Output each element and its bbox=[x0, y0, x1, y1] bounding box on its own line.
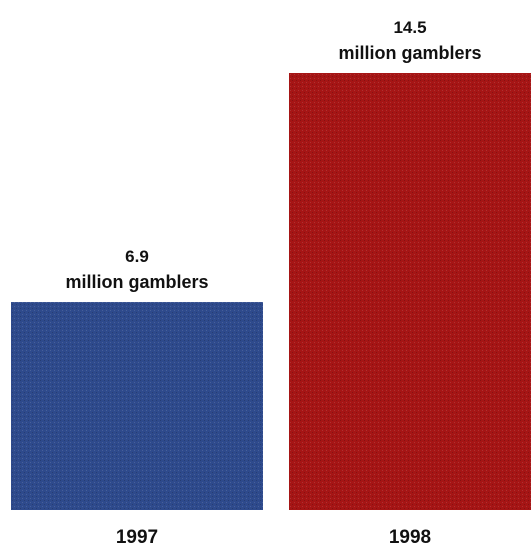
data-label-unit-1998: million gamblers bbox=[338, 43, 481, 63]
bar-texture-1998 bbox=[289, 73, 531, 510]
category-label-1998: 1998 bbox=[389, 527, 431, 548]
bar-texture-1997 bbox=[11, 302, 263, 510]
bar-1997 bbox=[11, 302, 263, 510]
labels-layer: 6.9 million gamblers 1997 14.5 million gambl… bbox=[65, 18, 481, 548]
data-label-value-1997: 6.9 bbox=[125, 247, 149, 266]
bars-layer bbox=[11, 73, 531, 510]
data-label-value-1998: 14.5 bbox=[393, 18, 426, 37]
category-label-1997: 1997 bbox=[116, 527, 158, 548]
data-label-unit-1997: million gamblers bbox=[65, 272, 208, 292]
bar-1998 bbox=[289, 73, 531, 510]
